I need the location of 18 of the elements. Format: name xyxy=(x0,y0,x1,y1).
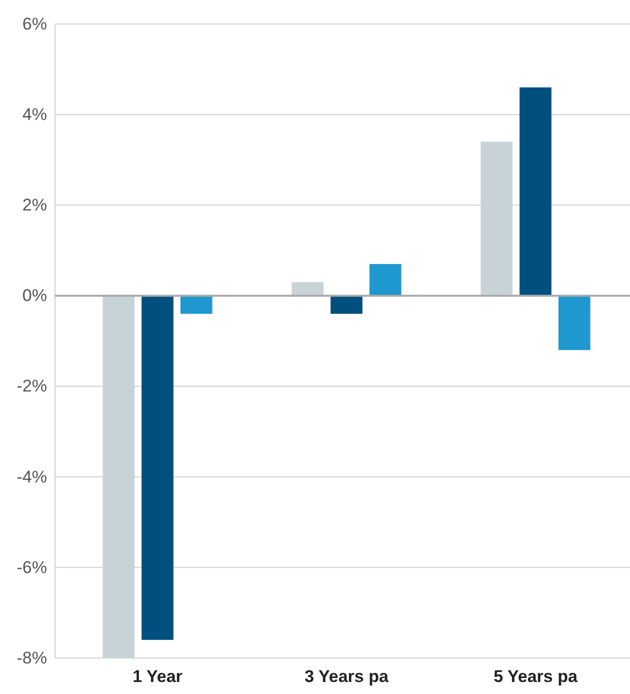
y-tick-label: 6% xyxy=(22,14,47,34)
bar xyxy=(292,282,324,296)
bar xyxy=(520,87,552,296)
bar xyxy=(330,296,362,314)
y-tick-label: 0% xyxy=(22,286,47,306)
y-tick-label: -2% xyxy=(16,376,47,396)
y-tick-label: 2% xyxy=(22,196,47,215)
y-tick-label: -4% xyxy=(16,467,47,486)
bar xyxy=(142,296,174,640)
x-tick-label: 1 Year xyxy=(132,667,183,686)
bar xyxy=(180,296,212,314)
y-tick-label: 4% xyxy=(22,105,47,124)
y-tick-label: -8% xyxy=(16,648,47,668)
bar xyxy=(369,264,402,296)
x-tick-label: 3 Years pa xyxy=(304,667,389,686)
x-tick-label: 5 Years pa xyxy=(494,667,578,686)
bar xyxy=(558,296,590,350)
y-tick-label: -6% xyxy=(16,558,47,577)
